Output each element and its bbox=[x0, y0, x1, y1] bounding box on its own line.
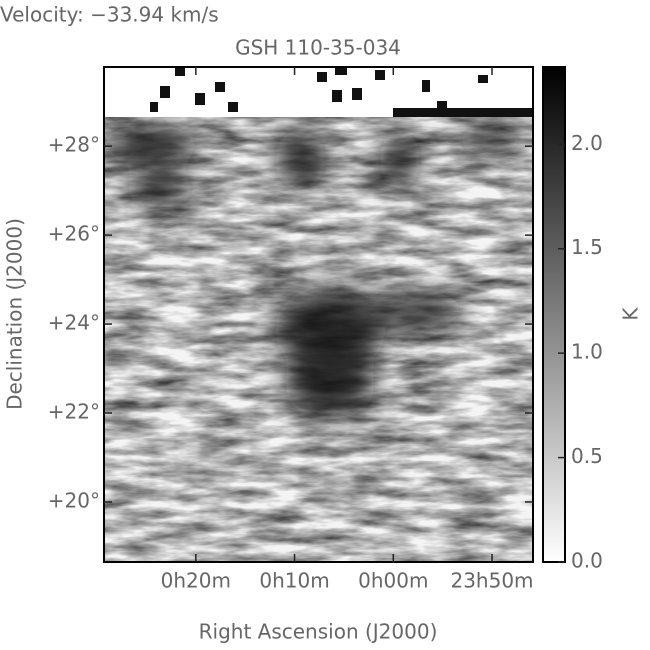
y-tick-label: +28° bbox=[48, 133, 100, 157]
y-tick-label: +22° bbox=[48, 400, 100, 424]
x-tick-label: 0h00m bbox=[358, 569, 428, 593]
y-tick-label: +26° bbox=[48, 222, 100, 246]
colorbar-tick-label: 1.5 bbox=[571, 235, 603, 259]
colorbar-tick-label: 1.0 bbox=[571, 340, 603, 364]
chart-title: GSH 110-35-034 bbox=[235, 36, 401, 60]
plot-frame bbox=[103, 66, 534, 563]
sky-image bbox=[104, 67, 533, 562]
colorbar-label: K bbox=[619, 307, 643, 321]
colorbar-tick-label: 0.5 bbox=[571, 444, 603, 468]
y-tick-label: +24° bbox=[48, 311, 100, 335]
x-tick-label: 0h10m bbox=[259, 569, 329, 593]
y-tick-label: +20° bbox=[48, 488, 100, 512]
velocity-label: Velocity: −33.94 km/s bbox=[0, 3, 219, 27]
x-tick-label: 0h20m bbox=[161, 569, 231, 593]
y-axis-label: Declination (J2000) bbox=[3, 218, 27, 410]
x-tick-label: 23h50m bbox=[450, 569, 533, 593]
x-axis-label: Right Ascension (J2000) bbox=[199, 620, 438, 644]
colorbar bbox=[542, 66, 566, 563]
colorbar-tick-label: 0.0 bbox=[571, 549, 603, 573]
colorbar-tick-label: 2.0 bbox=[571, 131, 603, 155]
